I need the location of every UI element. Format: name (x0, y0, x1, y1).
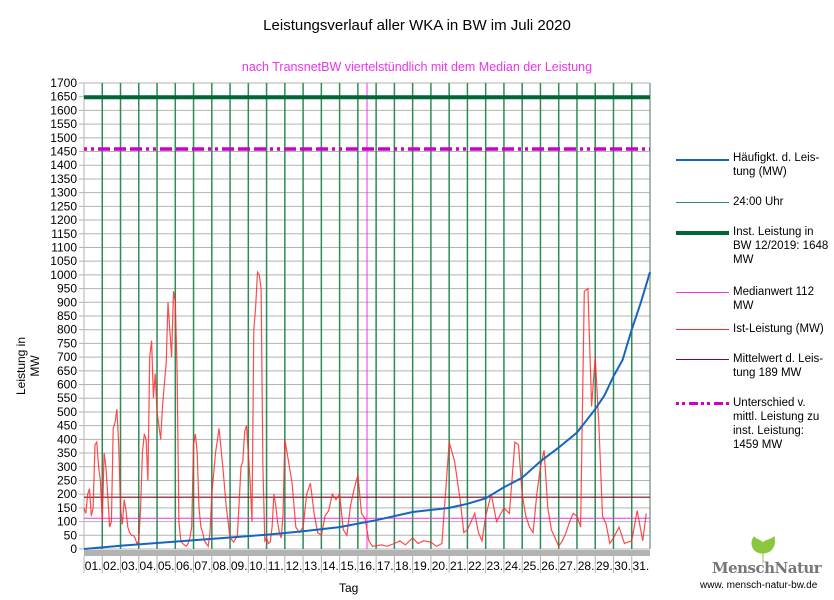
x-tick-label: 20. (432, 559, 449, 573)
x-tick-label: 10. (249, 559, 266, 573)
legend-label-frequency: Häufigkt. d. Leis-tung (MW) (733, 152, 820, 178)
x-tick-label: 15. (340, 559, 357, 573)
y-tick-label: 1450 (50, 145, 77, 159)
x-tick-label: 23. (486, 559, 503, 573)
y-tick-label: 1650 (50, 90, 77, 104)
y-tick-label: 0 (70, 542, 77, 556)
x-tick-label: 04. (140, 559, 157, 573)
x-tick-label: 08. (213, 559, 230, 573)
y-tick-label: 950 (57, 282, 77, 296)
x-tick-label: 27. (559, 559, 576, 573)
legend-swatch-frequency (676, 159, 729, 161)
y-tick-label: 1500 (50, 131, 77, 145)
x-tick-label: 16. (359, 559, 376, 573)
x-tick-label: 25. (523, 559, 540, 573)
y-tick-label: 1300 (50, 186, 77, 200)
x-tick-label: 21. (450, 559, 467, 573)
legend-swatch-installed (676, 231, 729, 235)
y-tick-label: 1100 (51, 240, 77, 254)
y-tick-label: 400 (57, 432, 77, 446)
y-tick-label: 1150 (51, 227, 77, 241)
x-tick-label: 29. (596, 559, 613, 573)
y-tick-label: 1050 (50, 254, 77, 268)
y-tick-label: 1250 (50, 199, 77, 213)
y-tick-label: 700 (57, 350, 77, 364)
x-tick-label: 09. (231, 559, 248, 573)
legend-swatch-median (676, 292, 729, 293)
y-tick-label: 1350 (50, 172, 77, 186)
actual-power-line (83, 270, 647, 548)
logo: MenschNatur www. mensch-natur-bw.de (700, 535, 834, 600)
y-tick-label: 650 (57, 364, 77, 378)
y-tick-label: 550 (57, 391, 77, 405)
y-tick-label: 50 (64, 528, 78, 542)
x-tick-label: 01. (85, 559, 102, 573)
y-tick-label: 200 (57, 487, 77, 501)
x-axis-label: Tag (339, 581, 359, 595)
legend-label-actual: Ist-Leistung (MW) (733, 323, 824, 335)
x-tick-label: 24. (505, 559, 522, 573)
legend-label-installed: Inst. Leistung in BW 12/2019: 1648 MW (733, 226, 829, 266)
legend-label-midnight: 24:00 Uhr (733, 196, 784, 208)
ginkgo-leaf-icon (751, 536, 775, 563)
y-tick-label: 300 (57, 460, 77, 474)
y-tick-label: 850 (57, 309, 77, 323)
y-tick-label: 250 (57, 473, 77, 487)
legend-swatch-difference (676, 402, 729, 405)
x-tick-label: 18. (395, 559, 412, 573)
y-tick-label: 1700 (50, 76, 77, 90)
chart-title: Leistungsverlauf aller WKA in BW im Juli… (263, 17, 571, 34)
y-tick-label: 1600 (50, 103, 77, 117)
x-tick-label: 14. (322, 559, 339, 573)
chart-subtitle: nach TransnetBW viertelstündlich mit dem… (241, 60, 593, 74)
logo-name: MenschNatur (712, 559, 822, 577)
legend-label-median: Medianwert 112 MW (733, 286, 814, 312)
x-tick-label: 31. (633, 559, 650, 573)
y-tick-label: 450 (57, 419, 77, 433)
legend-label-difference: Unterschied v. mittl. Leistung zu inst. Le… (733, 397, 820, 451)
legend-swatch-actual (676, 329, 729, 330)
x-tick-label: 28. (578, 559, 595, 573)
frequency-line (83, 271, 651, 550)
y-tick-label: 600 (57, 378, 77, 392)
x-tick-label: 13. (304, 559, 321, 573)
x-tick-label: 19. (413, 559, 430, 573)
y-tick-label: 900 (57, 295, 77, 309)
y-tick-label: 500 (57, 405, 77, 419)
x-tick-label: 02. (103, 559, 120, 573)
legend-label-mean: Mittelwert d. Leis-tung 189 MW (733, 353, 824, 379)
y-tick-label: 1000 (50, 268, 77, 282)
x-tick-label: 11. (268, 559, 284, 573)
x-tick-label: 12. (286, 559, 303, 573)
x-tick-label: 22. (468, 559, 485, 573)
y-tick-label: 350 (57, 446, 77, 460)
legend-swatch-midnight (676, 202, 729, 203)
x-tick-label: 26. (541, 559, 558, 573)
x-tick-label: 30. (614, 559, 631, 573)
x-axis-band (84, 550, 650, 556)
y-tick-label: 800 (57, 323, 77, 337)
x-tick-label: 05. (158, 559, 175, 573)
y-tick-label: 100 (57, 515, 77, 529)
legend-swatch-mean (676, 359, 729, 360)
y-tick-label: 750 (57, 336, 77, 350)
y-tick-label: 1550 (50, 117, 77, 131)
x-tick-label: 17. (377, 559, 394, 573)
logo-url: www. mensch-natur-bw.de (700, 580, 818, 591)
y-tick-label: 150 (57, 501, 77, 515)
x-tick-label: 07. (194, 559, 211, 573)
y-tick-label: 1200 (50, 213, 77, 227)
y-tick-label: 1400 (50, 158, 77, 172)
x-tick-label: 06. (176, 559, 193, 573)
x-tick-label: 03. (121, 559, 138, 573)
